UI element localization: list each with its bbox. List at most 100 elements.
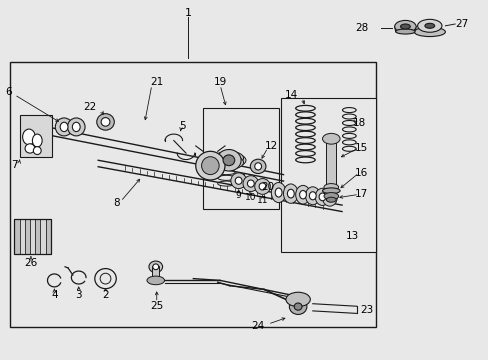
Text: 20: 20 (261, 182, 274, 192)
Text: 2: 2 (102, 290, 109, 300)
Ellipse shape (219, 152, 243, 165)
Ellipse shape (214, 152, 238, 165)
Text: 7: 7 (11, 160, 18, 170)
Ellipse shape (214, 156, 238, 169)
Ellipse shape (322, 188, 339, 194)
Ellipse shape (72, 122, 80, 132)
Text: 6: 6 (5, 87, 11, 97)
Ellipse shape (271, 183, 285, 203)
Bar (41, 220, 45, 253)
Text: 1: 1 (184, 8, 191, 18)
Text: 11: 11 (256, 196, 268, 205)
Ellipse shape (326, 194, 332, 202)
Ellipse shape (322, 134, 339, 144)
Bar (152, 266, 159, 279)
Ellipse shape (219, 156, 243, 169)
Bar (203, 108, 278, 209)
Ellipse shape (195, 151, 224, 180)
Ellipse shape (201, 157, 219, 175)
Bar (20, 220, 25, 253)
Text: 16: 16 (354, 168, 367, 178)
Text: 27: 27 (454, 19, 467, 29)
Ellipse shape (275, 188, 282, 197)
Text: 21: 21 (150, 77, 163, 87)
Bar (35, 220, 41, 253)
Bar (45, 220, 51, 253)
Bar (25, 220, 30, 253)
Text: 10: 10 (244, 193, 256, 202)
Ellipse shape (294, 303, 302, 310)
Ellipse shape (394, 21, 415, 33)
Ellipse shape (309, 192, 316, 200)
Text: 13: 13 (346, 231, 359, 240)
Text: 14: 14 (285, 90, 298, 100)
Ellipse shape (299, 190, 306, 199)
Ellipse shape (283, 184, 298, 203)
Ellipse shape (221, 154, 245, 167)
Bar (10, 62, 375, 327)
Text: 4: 4 (51, 290, 58, 300)
Bar (234, 174, 243, 181)
Ellipse shape (153, 264, 158, 270)
Ellipse shape (319, 193, 325, 201)
Text: 19: 19 (213, 77, 226, 87)
Text: 12: 12 (264, 141, 277, 151)
Ellipse shape (259, 183, 265, 190)
Ellipse shape (216, 149, 241, 171)
Ellipse shape (324, 184, 338, 191)
Text: 3: 3 (75, 290, 82, 300)
Ellipse shape (285, 292, 310, 307)
Text: 26: 26 (24, 258, 38, 268)
Ellipse shape (22, 129, 35, 145)
Bar (281, 98, 375, 252)
Ellipse shape (147, 276, 164, 285)
Ellipse shape (33, 147, 41, 154)
Ellipse shape (287, 189, 294, 198)
Bar (326, 140, 335, 187)
Ellipse shape (315, 188, 329, 206)
Bar (14, 220, 20, 253)
Text: 5: 5 (179, 121, 185, 131)
Bar (14, 220, 51, 253)
Ellipse shape (417, 19, 441, 32)
Ellipse shape (324, 193, 338, 200)
Ellipse shape (295, 185, 310, 204)
Ellipse shape (67, 118, 85, 136)
Ellipse shape (211, 154, 236, 167)
Text: 9: 9 (235, 190, 241, 199)
Ellipse shape (60, 122, 68, 132)
Ellipse shape (230, 173, 246, 189)
Ellipse shape (305, 187, 320, 205)
Ellipse shape (322, 190, 336, 206)
Text: 15: 15 (354, 143, 367, 153)
Ellipse shape (247, 180, 254, 187)
Ellipse shape (395, 29, 414, 34)
Ellipse shape (326, 197, 335, 202)
Ellipse shape (413, 27, 445, 37)
Ellipse shape (243, 176, 258, 192)
Ellipse shape (149, 261, 162, 273)
Ellipse shape (250, 159, 265, 174)
Text: 17: 17 (354, 189, 367, 199)
Ellipse shape (101, 118, 110, 126)
Text: 23: 23 (360, 305, 373, 315)
Text: 18: 18 (352, 118, 365, 128)
Ellipse shape (289, 299, 306, 315)
Text: 24: 24 (250, 321, 264, 331)
Ellipse shape (55, 118, 73, 136)
Ellipse shape (223, 155, 234, 166)
Text: 28: 28 (355, 23, 368, 33)
Ellipse shape (235, 177, 242, 184)
Ellipse shape (254, 179, 270, 194)
Bar (30, 220, 35, 253)
Ellipse shape (254, 163, 261, 170)
Ellipse shape (424, 23, 434, 28)
Ellipse shape (400, 24, 409, 29)
Ellipse shape (32, 134, 42, 147)
Text: 22: 22 (83, 102, 96, 112)
Ellipse shape (97, 114, 114, 130)
Text: 8: 8 (113, 198, 120, 208)
Text: 25: 25 (150, 301, 163, 311)
Bar (20, 116, 52, 157)
Ellipse shape (25, 144, 35, 153)
